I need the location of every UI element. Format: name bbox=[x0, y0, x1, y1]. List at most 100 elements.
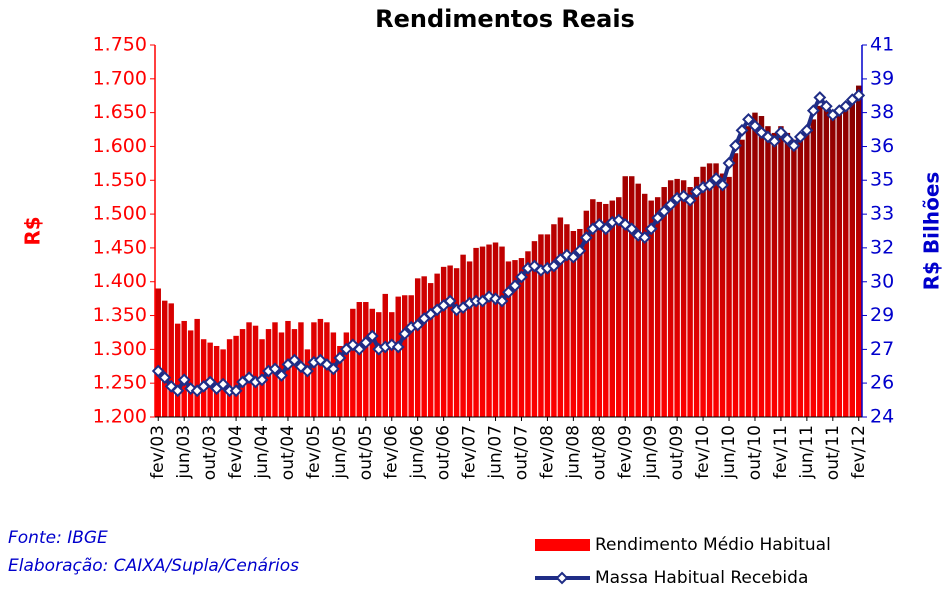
bar bbox=[830, 112, 836, 418]
bar bbox=[239, 329, 246, 417]
marker bbox=[385, 338, 399, 352]
bar bbox=[486, 244, 492, 417]
bar bbox=[343, 332, 350, 417]
bar bbox=[460, 254, 466, 417]
bar bbox=[427, 283, 434, 417]
y-tick-label: 1.650 bbox=[93, 101, 147, 123]
bar bbox=[732, 153, 739, 417]
bar bbox=[337, 345, 343, 417]
marker bbox=[638, 231, 652, 244]
legend-label: Massa Habitual Recebida bbox=[595, 568, 808, 588]
x-tick-label: fev/12 bbox=[849, 425, 869, 479]
marker bbox=[819, 99, 833, 113]
bar bbox=[654, 197, 661, 417]
x-tick-label: out/04 bbox=[278, 425, 298, 480]
bar bbox=[680, 180, 687, 417]
x-tick-label: out/07 bbox=[511, 425, 531, 480]
bar bbox=[817, 105, 823, 417]
marker bbox=[216, 377, 230, 391]
marker bbox=[268, 362, 282, 376]
marker bbox=[800, 123, 814, 137]
bar bbox=[551, 224, 557, 417]
marker bbox=[839, 99, 853, 113]
y2-tick-label: 38 bbox=[870, 101, 894, 123]
x-tick-label: jun/09 bbox=[641, 425, 661, 480]
marker bbox=[716, 178, 729, 192]
bar bbox=[752, 112, 758, 418]
x-tick-label: jun/10 bbox=[719, 425, 739, 480]
x-tick-label: out/03 bbox=[200, 425, 220, 480]
marker bbox=[644, 222, 658, 236]
marker bbox=[722, 156, 736, 170]
x-tick-label: out/05 bbox=[356, 425, 376, 480]
marker bbox=[547, 259, 561, 273]
marker bbox=[780, 132, 794, 146]
bar bbox=[350, 308, 356, 417]
x-tick-label: jun/11 bbox=[797, 425, 817, 480]
marker bbox=[806, 104, 820, 118]
bar bbox=[382, 293, 388, 417]
bar bbox=[603, 203, 609, 417]
bar bbox=[713, 163, 719, 417]
bar bbox=[479, 246, 486, 417]
bar bbox=[784, 132, 791, 417]
y-tick-label: 1.550 bbox=[93, 169, 147, 191]
marker bbox=[275, 369, 288, 382]
bar bbox=[745, 126, 752, 417]
marker bbox=[528, 259, 541, 273]
marker bbox=[742, 112, 755, 126]
bar bbox=[168, 303, 174, 417]
bar bbox=[765, 126, 771, 417]
bar bbox=[233, 335, 239, 417]
y-tick-label: 1.450 bbox=[93, 236, 147, 258]
bar bbox=[369, 308, 376, 417]
bar bbox=[856, 85, 862, 417]
bar bbox=[434, 273, 440, 417]
bar bbox=[648, 200, 654, 417]
bar bbox=[408, 295, 414, 417]
bar bbox=[836, 112, 843, 418]
x-tick-label: jun/03 bbox=[174, 425, 194, 480]
marker bbox=[359, 336, 373, 350]
marker bbox=[177, 373, 191, 387]
bar bbox=[363, 302, 369, 417]
bar bbox=[181, 320, 187, 417]
marker bbox=[326, 362, 340, 376]
bar bbox=[641, 193, 648, 417]
bar bbox=[544, 234, 551, 417]
marker bbox=[151, 364, 165, 378]
y2-tick-label: 33 bbox=[870, 203, 894, 225]
marker bbox=[599, 222, 613, 236]
y2-tick-label: 41 bbox=[870, 34, 894, 56]
bar bbox=[564, 224, 570, 417]
bar bbox=[505, 261, 512, 417]
marker bbox=[560, 248, 574, 262]
bar bbox=[609, 200, 616, 417]
x-tick-label: jun/08 bbox=[563, 425, 583, 480]
bar bbox=[421, 276, 427, 417]
bar bbox=[226, 339, 233, 417]
bar bbox=[518, 258, 525, 417]
x-tick-label: out/08 bbox=[589, 425, 609, 480]
marker bbox=[657, 204, 671, 218]
bar bbox=[726, 176, 732, 417]
bar bbox=[674, 178, 680, 417]
marker bbox=[703, 178, 716, 192]
x-tick-label: jun/04 bbox=[252, 425, 272, 480]
x-tick-label: jun/05 bbox=[330, 425, 350, 480]
marker bbox=[787, 139, 801, 153]
bar bbox=[693, 176, 700, 417]
marker bbox=[365, 329, 379, 343]
marker bbox=[508, 279, 522, 293]
marker bbox=[709, 172, 723, 185]
bar bbox=[291, 329, 298, 417]
bar bbox=[616, 197, 622, 417]
marker bbox=[651, 211, 665, 225]
marker bbox=[735, 123, 749, 137]
bar bbox=[778, 126, 784, 417]
x-tick-label: fev/09 bbox=[615, 425, 635, 479]
bar bbox=[823, 109, 830, 417]
bar bbox=[771, 132, 778, 417]
x-tick-label: fev/06 bbox=[382, 425, 402, 479]
y2-tick-label: 30 bbox=[870, 270, 894, 292]
